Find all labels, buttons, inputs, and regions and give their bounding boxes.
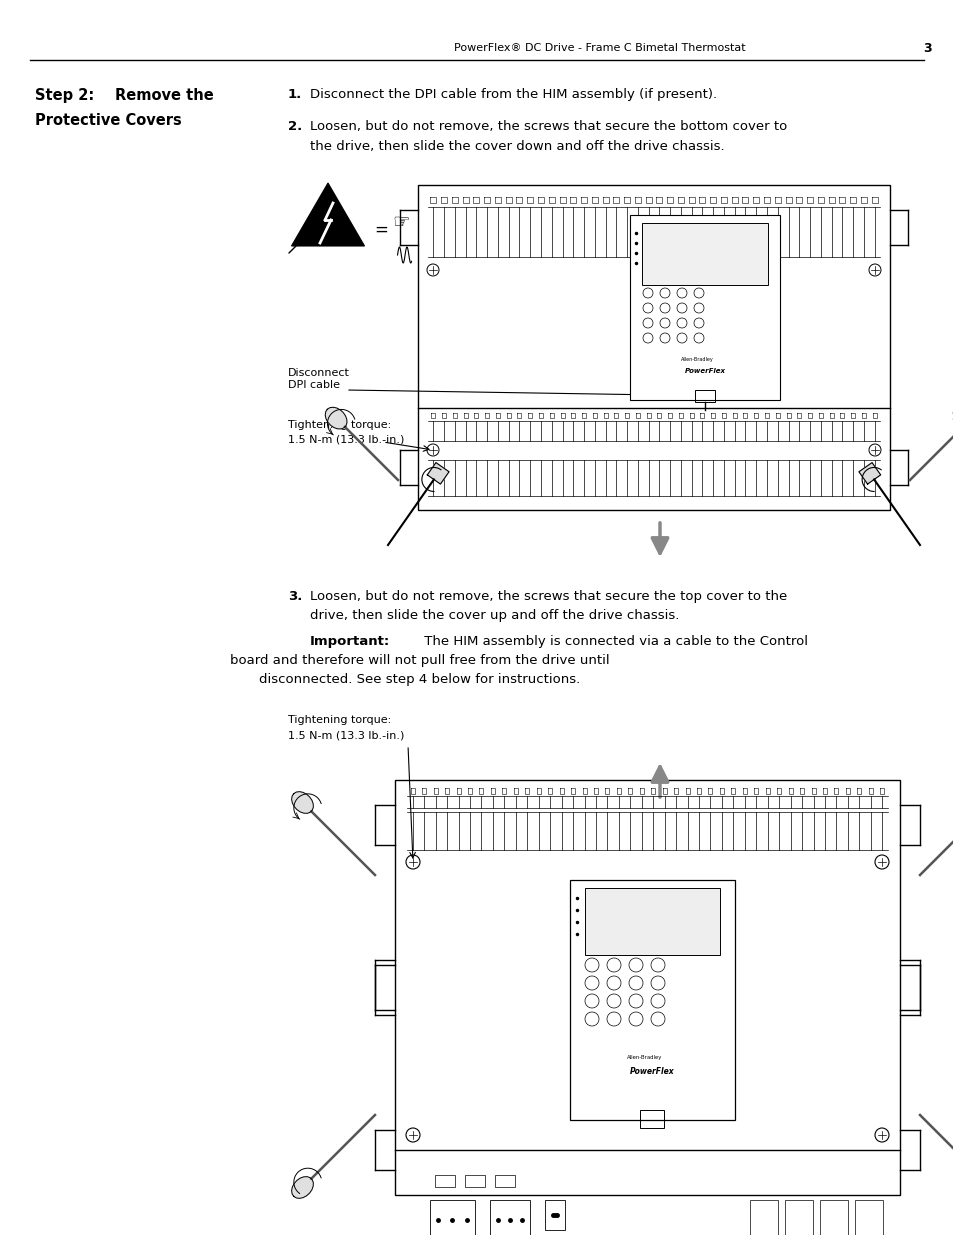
Text: Remove the: Remove the [115,88,213,103]
Text: =: = [375,221,388,240]
Bar [490,1200,530,1235]
Text: The HIM assembly is connected via a cable to the Control: The HIM assembly is connected via a cabl… [419,635,807,648]
Bar [695,390,714,403]
Text: Tightening torque:: Tightening torque: [288,715,391,725]
Bar [435,1174,455,1187]
Text: Important:: Important: [310,635,390,648]
Text: drive, then slide the cover up and off the drive chassis.: drive, then slide the cover up and off t… [310,609,679,622]
Bar [639,1110,664,1128]
Text: Allen-Bradley: Allen-Bradley [626,1056,661,1061]
Text: Disconnect the DPI cable from the HIM assembly (if present).: Disconnect the DPI cable from the HIM as… [310,88,717,101]
Bar [417,185,889,510]
Polygon shape [325,408,347,429]
Text: 1.5 N-m (13.3 lb.-in.): 1.5 N-m (13.3 lb.-in.) [288,435,404,445]
Bar [629,215,780,400]
Text: the drive, then slide the cover down and off the drive chassis.: the drive, then slide the cover down and… [310,140,724,153]
Bar [544,1200,564,1230]
Bar [430,1200,475,1235]
Bar [749,1200,778,1235]
Bar [820,1200,847,1235]
Polygon shape [292,1177,313,1198]
Text: Protective Covers: Protective Covers [35,112,182,128]
Text: PowerFlex® DC Drive - Frame C Bimetal Thermostat: PowerFlex® DC Drive - Frame C Bimetal Th… [454,43,745,53]
Text: board and therefore will not pull free from the drive until: board and therefore will not pull free f… [230,655,609,667]
Text: Step 2:: Step 2: [35,88,94,103]
Polygon shape [292,183,364,246]
Text: PowerFlex: PowerFlex [684,368,724,374]
Bar [569,881,734,1120]
Bar [784,1200,812,1235]
Text: 3: 3 [923,42,931,54]
Text: 1.5 N-m (13.3 lb.-in.): 1.5 N-m (13.3 lb.-in.) [288,730,404,740]
Bar [395,781,899,1195]
Bar [584,888,720,955]
Text: Loosen, but do not remove, the screws that secure the top cover to the: Loosen, but do not remove, the screws th… [310,590,786,603]
Text: disconnected. See step 4 below for instructions.: disconnected. See step 4 below for instr… [259,673,580,685]
Text: Loosen, but do not remove, the screws that secure the bottom cover to: Loosen, but do not remove, the screws th… [310,120,786,133]
Polygon shape [292,792,313,814]
Text: ☞: ☞ [392,212,410,231]
Text: Allen-Bradley: Allen-Bradley [679,357,713,363]
Polygon shape [427,463,449,484]
Text: Disconnect
DPI cable: Disconnect DPI cable [288,368,350,389]
Text: 2.: 2. [288,120,302,133]
Bar [641,224,767,285]
Text: Tightening torque:: Tightening torque: [288,420,391,430]
Bar [495,1174,515,1187]
Bar [854,1200,882,1235]
Bar [464,1174,484,1187]
Text: PowerFlex: PowerFlex [630,1067,674,1077]
Text: 3.: 3. [288,590,302,603]
Text: 1.: 1. [288,88,302,101]
Polygon shape [858,463,880,484]
